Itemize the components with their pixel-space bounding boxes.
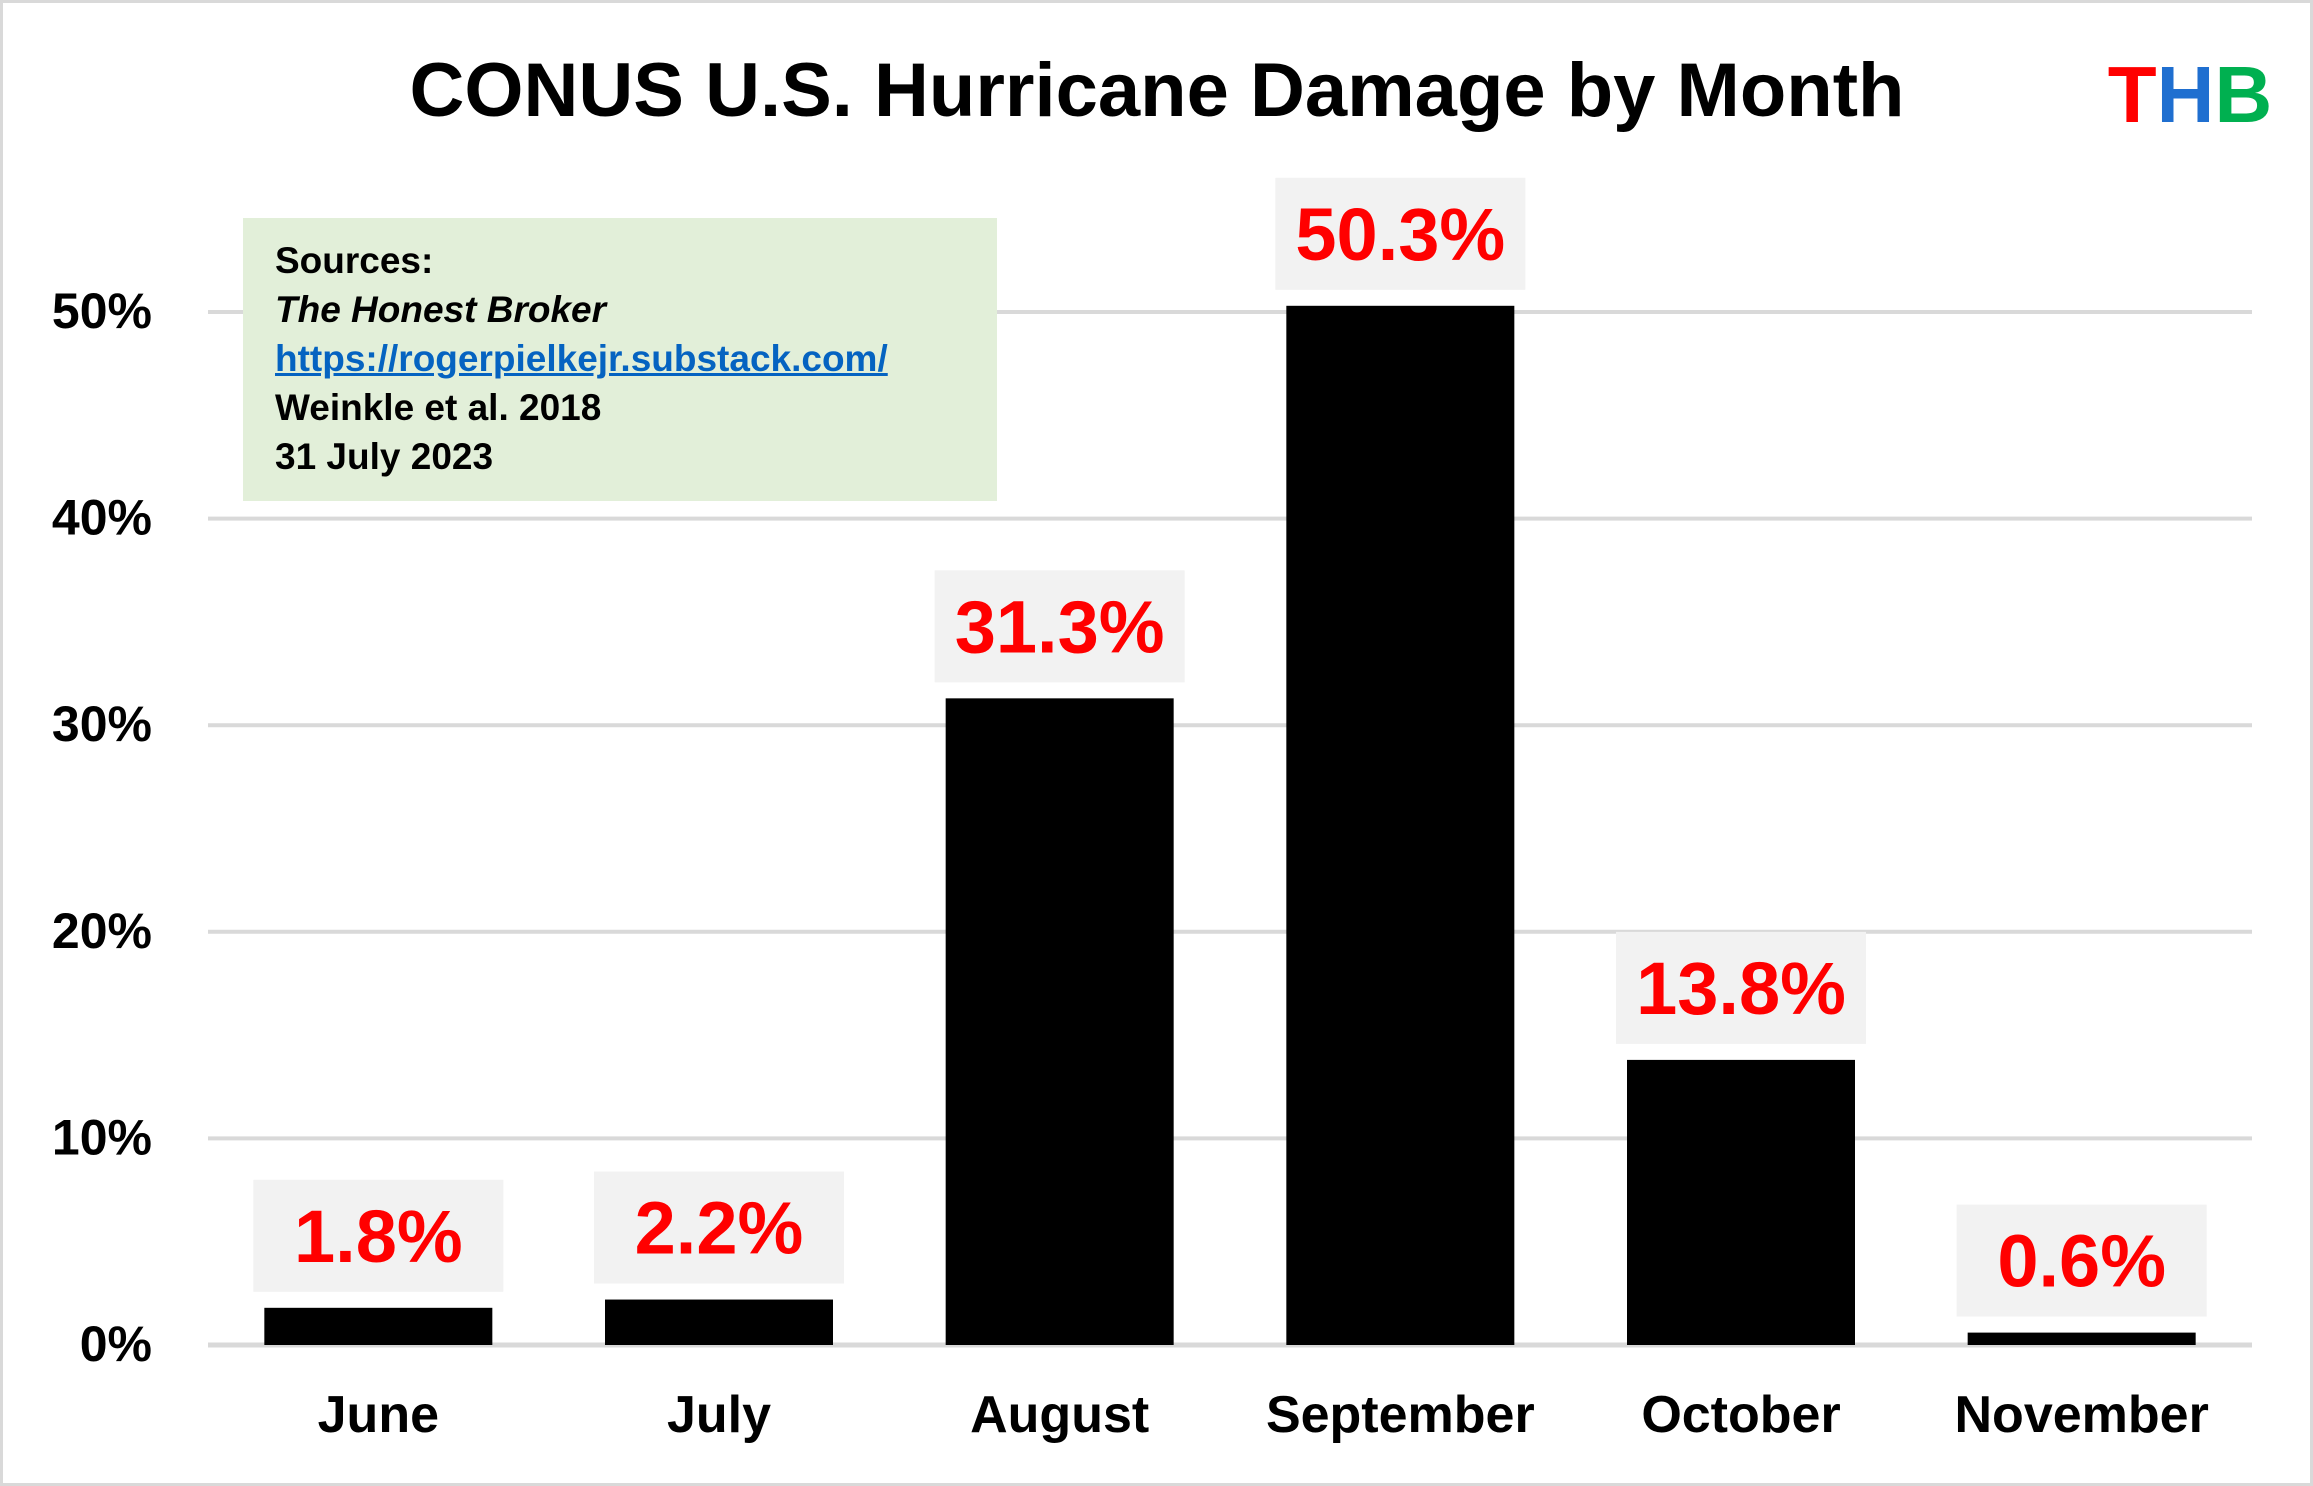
- bar-july: [605, 1299, 833, 1345]
- bar-november: [1967, 1332, 2196, 1345]
- y-tick-label: 20%: [52, 903, 152, 959]
- thb-logo: THB: [2108, 50, 2272, 139]
- data-label-october: 13.8%: [1636, 947, 1846, 1030]
- data-label-november: 0.6%: [1997, 1220, 2166, 1303]
- data-label-august: 31.3%: [955, 585, 1165, 668]
- logo-letter: T: [2108, 50, 2157, 139]
- y-tick-label: 40%: [52, 490, 152, 546]
- data-label-july: 2.2%: [635, 1187, 804, 1270]
- sources-date: 31 July 2023: [275, 436, 494, 477]
- logo-letter: B: [2214, 50, 2272, 139]
- sources-box: Sources: The Honest Broker https://roger…: [243, 218, 997, 501]
- data-label-box: [1956, 1204, 2207, 1317]
- bar-september: [1286, 305, 1515, 1345]
- bar-june: [264, 1307, 493, 1345]
- logo-letter: H: [2157, 50, 2215, 139]
- data-label-box: [594, 1171, 844, 1284]
- y-tick-label: 0%: [80, 1316, 152, 1372]
- y-tick-label: 30%: [52, 696, 152, 752]
- chart-title: CONUS U.S. Hurricane Damage by Month: [410, 48, 1905, 133]
- y-tick-label: 10%: [52, 1109, 152, 1165]
- data-label-september: 50.3%: [1295, 193, 1505, 276]
- x-tick-label-september: September: [1266, 1386, 1535, 1444]
- sources-url-link[interactable]: https://rogerpielkejr.substack.com/: [275, 338, 888, 379]
- x-tick-label-november: November: [1955, 1386, 2209, 1444]
- x-tick-label-june: June: [318, 1386, 439, 1444]
- y-tick-label: 50%: [52, 283, 152, 339]
- sources-heading: Sources:: [275, 240, 434, 281]
- x-tick-label-august: August: [970, 1386, 1149, 1444]
- data-label-box: [934, 570, 1185, 683]
- data-label-box: [1275, 177, 1526, 290]
- data-label-june: 1.8%: [294, 1195, 463, 1278]
- sources-reference: Weinkle et al. 2018: [275, 387, 602, 428]
- x-tick-label-october: October: [1641, 1386, 1840, 1444]
- bar-october: [1627, 1059, 1855, 1345]
- data-label-box: [253, 1179, 504, 1292]
- x-tick-label-july: July: [667, 1386, 771, 1444]
- sources-publication: The Honest Broker: [275, 289, 607, 330]
- bar-august: [945, 698, 1174, 1345]
- data-label-box: [1616, 931, 1866, 1044]
